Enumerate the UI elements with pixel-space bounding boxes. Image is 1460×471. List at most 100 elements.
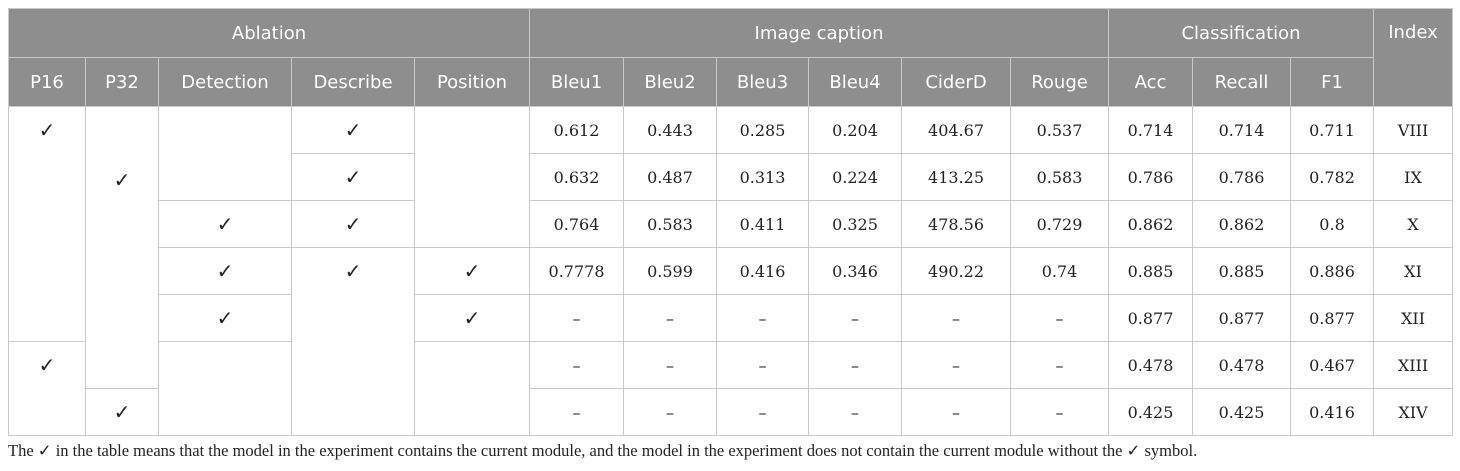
value-cell: 0.478 xyxy=(1192,341,1292,389)
column-header: Recall xyxy=(1192,57,1292,107)
empty-cell xyxy=(158,106,292,201)
value-cell: – xyxy=(1010,294,1110,342)
value-cell: 0.885 xyxy=(1108,247,1194,295)
value-cell: 404.67 xyxy=(901,106,1012,154)
value-cell: – xyxy=(901,294,1012,342)
value-cell: – xyxy=(716,341,810,389)
value-cell: – xyxy=(716,388,810,436)
value-cell: 0.425 xyxy=(1192,388,1292,436)
table-row: ✓ ✓ 0.764 0.583 0.411 0.325 478.56 0.729 0.862 0.… xyxy=(9,200,1454,248)
group-header: Image caption xyxy=(529,8,1110,58)
index-cell: VIII xyxy=(1373,106,1454,154)
table-row: ✓ ✓ ✓ 0.612 0.443 0.285 0.204 404.67 0.537 0.714 0… xyxy=(8,106,1454,389)
group-header: Classification xyxy=(1108,8,1375,58)
check-cell: ✓ xyxy=(8,106,86,342)
value-cell: 0.714 xyxy=(1108,106,1194,154)
footnote: The ✓ in the table means that the model … xyxy=(8,441,1198,460)
value-cell: 413.25 xyxy=(901,153,1012,201)
group-header: Ablation xyxy=(7,8,531,58)
value-cell: 0.416 xyxy=(1290,388,1375,436)
column-header: Bleu2 xyxy=(623,57,718,107)
check-cell: ✓ xyxy=(85,106,159,389)
check-cell: ✓ xyxy=(158,200,292,248)
value-cell: 0.612 xyxy=(529,106,625,154)
column-header: Rouge xyxy=(1010,57,1110,107)
check-cell: ✓ xyxy=(291,200,415,248)
value-cell: 478.56 xyxy=(901,200,1012,248)
value-cell: 0.346 xyxy=(808,247,903,295)
value-cell: – xyxy=(1010,341,1110,389)
empty-cell xyxy=(158,341,292,436)
check-cell: ✓ xyxy=(291,106,415,154)
value-cell: 0.711 xyxy=(1290,106,1375,154)
value-cell: – xyxy=(716,294,810,342)
value-cell: 0.313 xyxy=(716,153,810,201)
value-cell: 0.786 xyxy=(1108,153,1194,201)
value-cell: 0.714 xyxy=(1192,106,1292,154)
column-header: Detection xyxy=(158,57,292,107)
value-cell: 0.786 xyxy=(1192,153,1292,201)
value-cell: 0.285 xyxy=(716,106,810,154)
check-cell: ✓ xyxy=(413,247,531,295)
value-cell: 0.478 xyxy=(1108,341,1194,389)
column-header: CiderD xyxy=(901,57,1012,107)
empty-cell xyxy=(413,106,531,248)
value-cell: 0.862 xyxy=(1192,200,1292,248)
column-header: Acc xyxy=(1108,57,1194,107)
table-wrap: Ablation Image caption Classification In… xyxy=(7,8,1454,436)
value-cell: 0.862 xyxy=(1108,200,1194,248)
check-cell: ✓ xyxy=(291,153,415,201)
value-cell: – xyxy=(901,388,1012,436)
value-cell: 490.22 xyxy=(901,247,1012,295)
value-cell: 0.632 xyxy=(529,153,625,201)
index-cell: X xyxy=(1373,200,1454,248)
value-cell: – xyxy=(529,294,625,342)
value-cell: – xyxy=(901,341,1012,389)
index-cell: IX xyxy=(1373,153,1454,201)
table-row: ✓ – – – – – –0.478 0.478 0.467 XIII xyxy=(8,341,1454,436)
value-cell: – xyxy=(808,294,903,342)
check-cell: ✓ xyxy=(8,341,86,436)
value-cell: 0.782 xyxy=(1290,153,1375,201)
column-header: Bleu3 xyxy=(716,57,810,107)
value-cell: 0.885 xyxy=(1192,247,1292,295)
value-cell: 0.877 xyxy=(1290,294,1375,342)
value-cell: 0.7778 xyxy=(529,247,625,295)
value-cell: 0.411 xyxy=(716,200,810,248)
table-row: ✓ ✓ ✓ 0.7778 0.599 0.416 0.346 490.22 0.74 0.885 0… xyxy=(9,247,1454,436)
value-cell: 0.416 xyxy=(716,247,810,295)
column-header: Describe xyxy=(291,57,415,107)
table-row: ✓ ✓ – – – – – –0.877 0.877 0.877 XII xyxy=(9,294,1454,342)
index-cell: XIV xyxy=(1373,388,1454,436)
value-cell: 0.74 xyxy=(1010,247,1110,295)
value-cell: 0.764 xyxy=(529,200,625,248)
results-table: Ablation Image caption Classification In… xyxy=(7,8,1454,436)
index-cell: XI xyxy=(1373,247,1454,295)
index-cell: XIII xyxy=(1373,341,1454,389)
value-cell: 0.599 xyxy=(623,247,718,295)
group-header: Index xyxy=(1373,8,1454,107)
value-cell: 0.583 xyxy=(1010,153,1110,201)
empty-cell xyxy=(413,341,531,436)
value-cell: 0.487 xyxy=(623,153,718,201)
index-cell: XII xyxy=(1373,294,1454,342)
value-cell: 0.204 xyxy=(808,106,903,154)
value-cell: 0.583 xyxy=(623,200,718,248)
value-cell: – xyxy=(529,388,625,436)
column-header: F1 xyxy=(1290,57,1375,107)
value-cell: 0.467 xyxy=(1290,341,1375,389)
value-cell: – xyxy=(529,341,625,389)
check-cell: ✓ xyxy=(291,247,415,436)
check-cell: ✓ xyxy=(413,294,531,342)
value-cell: – xyxy=(808,341,903,389)
value-cell: 0.425 xyxy=(1108,388,1194,436)
value-cell: 0.877 xyxy=(1108,294,1194,342)
value-cell: – xyxy=(623,341,718,389)
check-cell: ✓ xyxy=(158,247,292,295)
value-cell: – xyxy=(808,388,903,436)
check-cell: ✓ xyxy=(85,388,159,436)
value-cell: 0.8 xyxy=(1290,200,1375,248)
check-cell: ✓ xyxy=(158,294,292,342)
value-cell: 0.886 xyxy=(1290,247,1375,295)
